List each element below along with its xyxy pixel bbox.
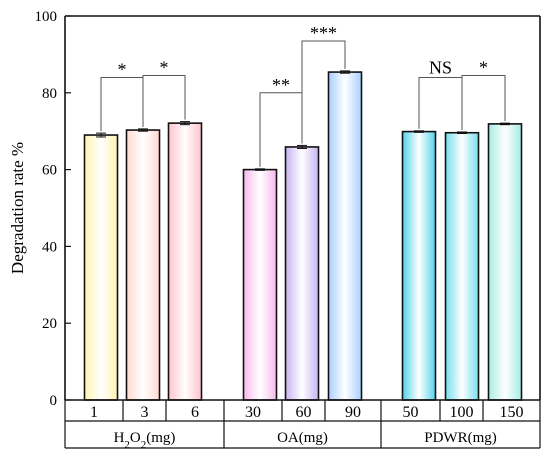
significance-label: *** [310, 23, 337, 43]
significance-label: * [160, 58, 169, 78]
significance-bracket [418, 76, 463, 130]
bar-50 [401, 130, 437, 401]
category-label: 90 [345, 404, 361, 421]
significance-label: ** [272, 75, 290, 95]
category-label: 1 [90, 404, 98, 421]
significance-label: * [118, 59, 127, 79]
significance-bracket [100, 76, 144, 132]
group-label: OA(mg) [277, 430, 328, 446]
y-tick-label: 20 [42, 316, 57, 332]
y-axis-label: Degradation rate % [8, 142, 27, 274]
bar-90 [327, 71, 363, 401]
bar-100 [444, 131, 480, 401]
category-label: 50 [403, 404, 419, 421]
category-label: 60 [296, 404, 312, 421]
bar-60 [284, 146, 320, 401]
y-tick-label: 60 [42, 163, 57, 179]
group-label: PDWR(mg) [424, 430, 497, 446]
significance-label: NS [429, 57, 452, 77]
significance-layer: * ******NS * [100, 23, 506, 167]
significance-bracket [142, 75, 186, 127]
y-tick-label: 0 [50, 393, 58, 409]
y-tick-label: 100 [35, 9, 58, 25]
significance-bracket [301, 40, 346, 144]
significance-bracket [461, 75, 506, 130]
bar-1 [83, 134, 119, 401]
category-label: 150 [500, 404, 524, 421]
axes-layer: 0 20 40 60 80 100 Degradation rate % [8, 9, 541, 409]
category-label: 30 [245, 404, 261, 421]
bar-6 [167, 122, 203, 401]
y-tick-label: 40 [42, 239, 57, 255]
bars-layer [83, 70, 523, 401]
bar-3 [125, 129, 161, 401]
category-label: 3 [141, 404, 149, 421]
y-tick-label: 80 [42, 86, 57, 102]
bar-150 [487, 123, 523, 401]
bar-30 [242, 168, 278, 401]
category-label: 6 [191, 404, 199, 421]
category-label: 100 [450, 404, 474, 421]
significance-label: * [479, 58, 488, 78]
group-label: H2O2(mg) [114, 430, 176, 451]
